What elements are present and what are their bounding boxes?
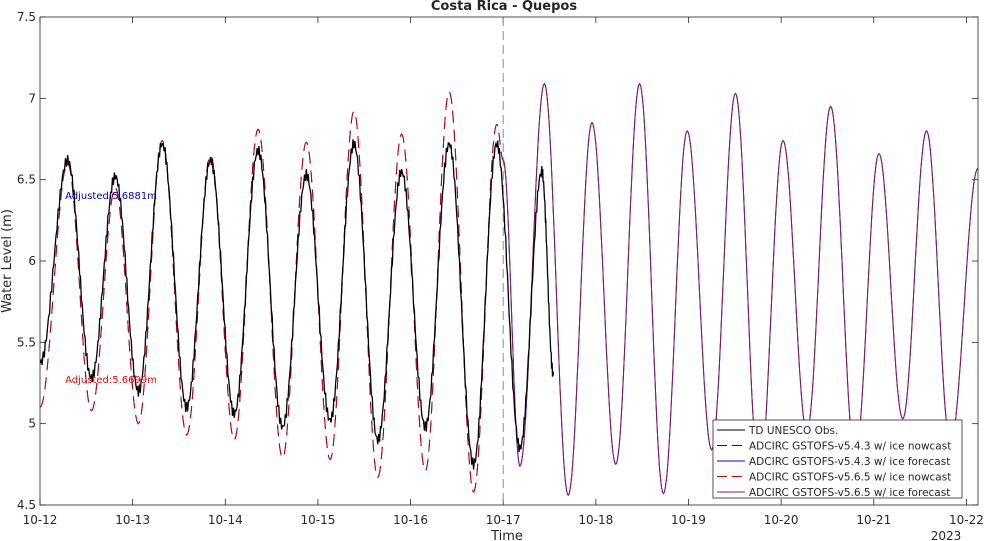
axis-ticks: 10-12 10-13 10-14 10-15 10-16 10-17 10-18 10-19…	[17, 10, 984, 527]
y-tick-label: 5	[28, 417, 36, 431]
y-tick-label: 7.5	[17, 10, 36, 24]
series-line-4	[502, 82, 978, 497]
series-lines	[40, 82, 978, 497]
y-axis-label: Water Level (m)	[0, 209, 15, 313]
x-axis-label: Time	[490, 529, 523, 541]
x-tick-label: 10-18	[578, 513, 613, 527]
x-tick-label: 10-17	[486, 513, 521, 527]
legend-label: ADCIRC GSTOFS-v5.6.5 w/ ice forecast	[749, 487, 950, 499]
legend-label: ADCIRC GSTOFS-v5.4.3 w/ ice forecast	[749, 456, 950, 468]
x-tick-label: 10-13	[115, 513, 150, 527]
series-line-0	[40, 139, 555, 470]
chart-title: Costa Rica - Quepos	[431, 0, 577, 14]
x-tick-label: 10-12	[23, 513, 58, 527]
annotation-label: Adjusted:5.6881m	[65, 191, 157, 202]
annotation-label: Adjusted:5.6699m	[65, 375, 157, 386]
y-tick-label: 6.5	[17, 173, 36, 187]
legend-label: ADCIRC GSTOFS-v5.4.3 w/ ice nowcast	[749, 441, 951, 453]
legend-box	[712, 419, 963, 499]
legend: TD UNESCO Obs. ADCIRC GSTOFS-v5.4.3 w/ ic…	[712, 419, 963, 499]
x-tick-label: 10-14	[208, 513, 243, 527]
legend-entries: TD UNESCO Obs. ADCIRC GSTOFS-v5.4.3 w/ ic…	[717, 425, 951, 499]
x-tick-label: 10-15	[300, 513, 335, 527]
x-tick-label: 10-21	[856, 513, 891, 527]
x-tick-label: 10-22	[949, 513, 984, 527]
y-tick-label: 4.5	[17, 498, 36, 512]
x-tick-label: 10-19	[671, 513, 706, 527]
x-tick-label: 10-20	[764, 513, 799, 527]
legend-label: TD UNESCO Obs.	[748, 425, 838, 437]
x-axis-year-label: 2023	[931, 529, 962, 541]
plot-frame	[39, 16, 979, 506]
y-tick-label: 7	[28, 91, 36, 105]
y-tick-label: 6	[28, 254, 36, 268]
series-line-3	[40, 90, 504, 493]
legend-label: ADCIRC GSTOFS-v5.6.5 w/ ice nowcast	[749, 472, 951, 484]
annotations: Adjusted:5.6881m Adjusted:5.6699m	[65, 191, 157, 386]
x-tick-label: 10-16	[393, 513, 428, 527]
y-tick-label: 5.5	[17, 335, 36, 349]
